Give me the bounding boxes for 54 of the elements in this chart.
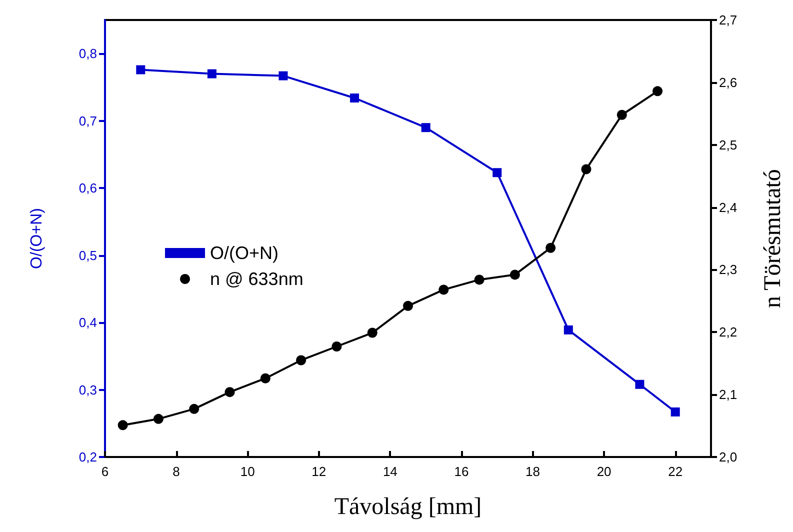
point [652,86,663,96]
point [474,274,484,285]
point [118,420,128,430]
y2-tick-label: 2,5 [719,137,738,152]
point [189,404,200,414]
x-tick-label: 20 [596,464,612,479]
point [350,93,360,102]
y-axis-title: O/(O+N) [28,208,46,269]
point [510,270,520,280]
point [635,380,644,389]
point [438,284,449,295]
point [616,110,627,120]
point [278,71,288,80]
x-axis-title: Távolság [mm] [334,494,482,520]
point [224,387,235,398]
point [670,407,680,416]
x-tick-label: 8 [172,464,180,479]
x-tick-label: 6 [101,464,109,479]
x-tick-label: 12 [312,464,326,479]
point [296,355,306,366]
point [403,300,413,311]
point [136,65,146,74]
point [153,414,164,424]
x-tick-label: 10 [240,464,255,479]
x-tick-label: 18 [526,464,540,479]
y-tick-label: 0,5 [78,248,97,263]
legend-label: O/(O+N) [210,243,279,263]
point [332,342,342,352]
y-tick-label: 0,8 [78,46,97,62]
point [581,164,592,174]
point [421,123,430,132]
y2-tick-label: 2,4 [719,200,738,215]
y2-tick-label: 2,3 [719,262,738,278]
y2-tick-label: 2,0 [719,450,738,464]
y-tick-label: 0,3 [78,382,97,398]
point [260,373,270,384]
y-tick-label: 0,6 [78,180,97,196]
point [367,328,378,338]
point [207,69,216,78]
point [564,325,573,334]
y2-axis-title: n Törésmutató [760,169,786,308]
point [492,168,502,178]
y-tick-label: 0,4 [78,315,97,330]
y2-tick-label: 2,1 [719,387,738,402]
y2-tick-label: 2,6 [719,74,738,90]
legend-label: n @ 633nm [210,269,304,289]
y2-tick-label: 2,7 [719,12,738,28]
y-tick-label: 0,2 [78,450,97,464]
y2-tick-label: 2,2 [719,324,738,340]
x-tick-label: 16 [454,464,469,479]
x-tick-label: 14 [382,464,398,479]
point [546,242,556,253]
y-tick-label: 0,7 [78,113,97,128]
x-tick-label: 22 [668,464,683,479]
